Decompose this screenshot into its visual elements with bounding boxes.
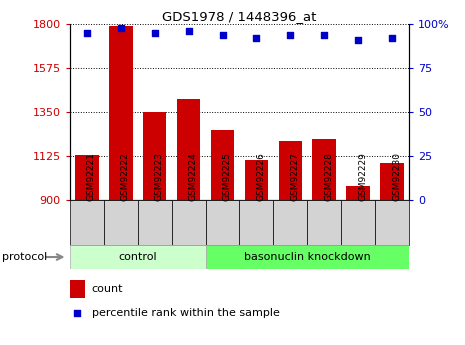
Text: GSM92225: GSM92225: [222, 152, 232, 201]
Bar: [307, 200, 341, 245]
Text: control: control: [118, 252, 157, 262]
Text: GSM92230: GSM92230: [392, 152, 401, 201]
Text: GSM92227: GSM92227: [290, 152, 299, 201]
Title: GDS1978 / 1448396_at: GDS1978 / 1448396_at: [162, 10, 317, 23]
Bar: [172, 200, 206, 245]
Bar: [70, 280, 85, 298]
Bar: [206, 200, 239, 245]
Point: [286, 32, 294, 38]
Bar: [177, 99, 200, 345]
Text: GSM92224: GSM92224: [188, 153, 198, 201]
Text: GSM92223: GSM92223: [154, 152, 164, 201]
Bar: [104, 200, 138, 245]
Bar: [206, 245, 409, 269]
Bar: [375, 200, 409, 245]
Bar: [341, 200, 375, 245]
Bar: [346, 186, 370, 345]
Bar: [138, 200, 172, 245]
Text: basonuclin knockdown: basonuclin knockdown: [244, 252, 371, 262]
Point: [185, 28, 192, 34]
Text: percentile rank within the sample: percentile rank within the sample: [92, 308, 279, 318]
Point: [354, 37, 362, 43]
Point: [320, 32, 328, 38]
Point: [388, 36, 396, 41]
Bar: [380, 163, 404, 345]
Bar: [70, 200, 104, 245]
Text: GSM92229: GSM92229: [358, 152, 367, 201]
Bar: [143, 112, 166, 345]
Text: protocol: protocol: [2, 252, 47, 262]
Bar: [211, 130, 234, 345]
Bar: [279, 141, 302, 345]
Bar: [245, 160, 268, 345]
Text: GSM92222: GSM92222: [120, 153, 130, 201]
Text: GSM92226: GSM92226: [256, 152, 266, 201]
Point: [117, 25, 124, 30]
Bar: [70, 245, 206, 269]
Bar: [273, 200, 307, 245]
Text: GSM92228: GSM92228: [325, 152, 333, 201]
Point: [219, 32, 226, 38]
Text: GSM92221: GSM92221: [86, 152, 96, 201]
Point: [252, 36, 260, 41]
Point: [73, 310, 81, 315]
Text: count: count: [92, 284, 123, 294]
Bar: [239, 200, 273, 245]
Bar: [312, 139, 336, 345]
Bar: [109, 26, 133, 345]
Bar: [75, 155, 99, 345]
Point: [151, 30, 158, 36]
Point: [83, 30, 90, 36]
